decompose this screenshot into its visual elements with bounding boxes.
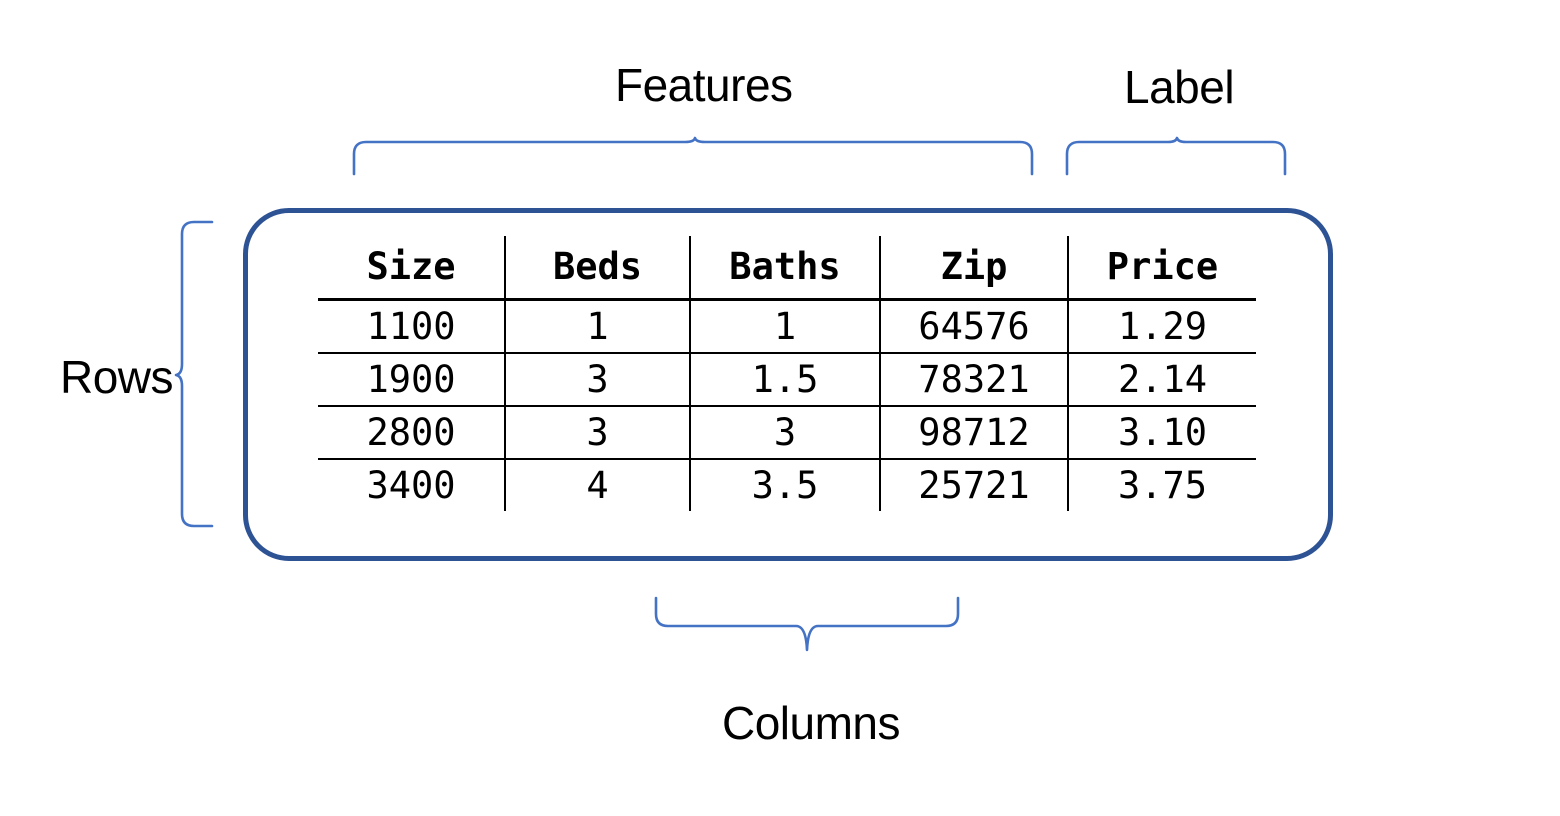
label-label: Label: [1124, 61, 1235, 113]
cell-zip: 25721: [879, 459, 1068, 511]
cell-size: 1100: [366, 305, 456, 348]
table-outline-container: [243, 208, 1333, 561]
cell-zip: 64576: [879, 299, 1068, 353]
column-header-baths: Baths: [689, 236, 880, 301]
cell-price: 3.10: [1067, 406, 1256, 459]
cell-price: 2.14: [1067, 353, 1256, 406]
cell-baths: 3: [689, 406, 880, 459]
table-row: 3400 4 3.5 25721 3.75: [318, 459, 1256, 511]
cell-size: 3400: [366, 464, 456, 507]
features-brace-icon: [352, 136, 1034, 176]
cell-baths: 3.5: [689, 459, 880, 511]
columns-label: Columns: [722, 697, 901, 749]
column-header-price: Price: [1067, 236, 1256, 301]
features-label: Features: [615, 59, 793, 111]
rows-label: Rows: [60, 351, 174, 403]
table-header-row: Size Beds Baths Zip Price: [318, 236, 1256, 301]
cell-beds: 1: [504, 299, 690, 353]
column-header-beds: Beds: [504, 236, 690, 301]
cell-size: 2800: [366, 411, 456, 454]
cell-zip: 78321: [879, 353, 1068, 406]
cell-beds: 4: [504, 459, 690, 511]
cell-price: 3.75: [1067, 459, 1256, 511]
cell-size: 1900: [366, 358, 456, 401]
cell-zip: 98712: [879, 406, 1068, 459]
column-header-zip: Zip: [879, 236, 1068, 301]
cell-beds: 3: [504, 406, 690, 459]
label-brace-icon: [1065, 136, 1287, 176]
columns-brace-icon: [654, 596, 960, 652]
cell-price: 1.29: [1067, 299, 1256, 353]
table-row: 2800 3 3 98712 3.10: [318, 406, 1256, 459]
table-row: 1900 3 1.5 78321 2.14: [318, 353, 1256, 406]
rows-brace-icon: [174, 220, 214, 528]
cell-baths: 1.5: [689, 353, 880, 406]
cell-baths: 1: [689, 299, 880, 353]
dataset-table: Size Beds Baths Zip Price 1100 1 1 64576…: [318, 236, 1256, 511]
column-header-size: Size: [318, 236, 505, 301]
cell-beds: 3: [504, 353, 690, 406]
table-row: 1100 1 1 64576 1.29: [318, 299, 1256, 353]
